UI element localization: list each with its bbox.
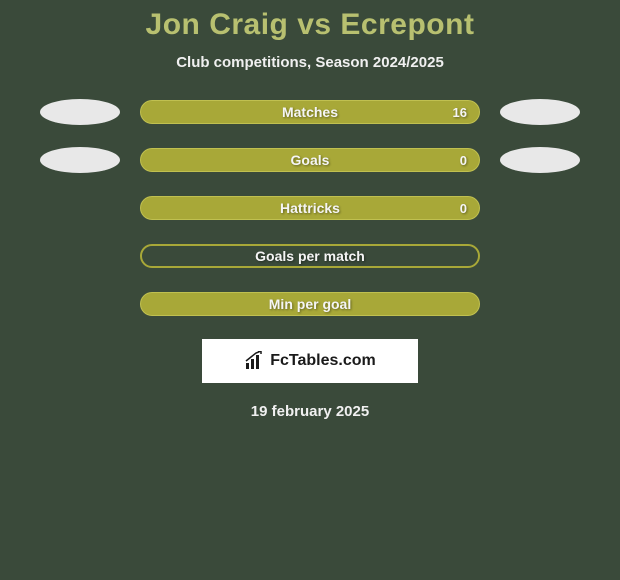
main-container: Jon Craig vs Ecrepont Club competitions,… bbox=[0, 0, 620, 420]
ellipse-placeholder bbox=[500, 291, 580, 317]
ellipse-placeholder bbox=[40, 243, 120, 269]
stat-row: Min per goal bbox=[0, 291, 620, 317]
player-left-avatar bbox=[40, 99, 120, 125]
stat-value: 16 bbox=[453, 105, 467, 120]
stat-label: Goals per match bbox=[255, 248, 365, 264]
stat-bar: Hattricks 0 bbox=[140, 196, 480, 220]
page-title: Jon Craig vs Ecrepont bbox=[0, 8, 620, 42]
page-subtitle: Club competitions, Season 2024/2025 bbox=[0, 54, 620, 71]
stat-label: Matches bbox=[282, 104, 338, 120]
player-right-avatar bbox=[500, 99, 580, 125]
ellipse-placeholder bbox=[40, 195, 120, 221]
stat-bar: Min per goal bbox=[140, 292, 480, 316]
player-right-avatar bbox=[500, 147, 580, 173]
ellipse-placeholder bbox=[500, 195, 580, 221]
stat-label: Min per goal bbox=[269, 296, 351, 312]
stat-value: 0 bbox=[460, 153, 467, 168]
stat-label: Hattricks bbox=[280, 200, 340, 216]
stat-bar: Goals per match bbox=[140, 244, 480, 268]
stats-list: Matches 16 Goals 0 Hattricks 0 Goals per match… bbox=[0, 99, 620, 317]
chart-icon bbox=[244, 351, 266, 371]
branding-text: FcTables.com bbox=[270, 352, 376, 370]
stat-row: Hattricks 0 bbox=[0, 195, 620, 221]
stat-row: Goals 0 bbox=[0, 147, 620, 173]
stat-label: Goals bbox=[291, 152, 330, 168]
ellipse-placeholder bbox=[500, 243, 580, 269]
player-left-avatar bbox=[40, 147, 120, 173]
stat-bar: Matches 16 bbox=[140, 100, 480, 124]
ellipse-placeholder bbox=[40, 291, 120, 317]
footer-date: 19 february 2025 bbox=[0, 403, 620, 420]
branding-box[interactable]: FcTables.com bbox=[202, 339, 418, 383]
stat-row: Matches 16 bbox=[0, 99, 620, 125]
stat-bar: Goals 0 bbox=[140, 148, 480, 172]
stat-value: 0 bbox=[460, 201, 467, 216]
stat-row: Goals per match bbox=[0, 243, 620, 269]
